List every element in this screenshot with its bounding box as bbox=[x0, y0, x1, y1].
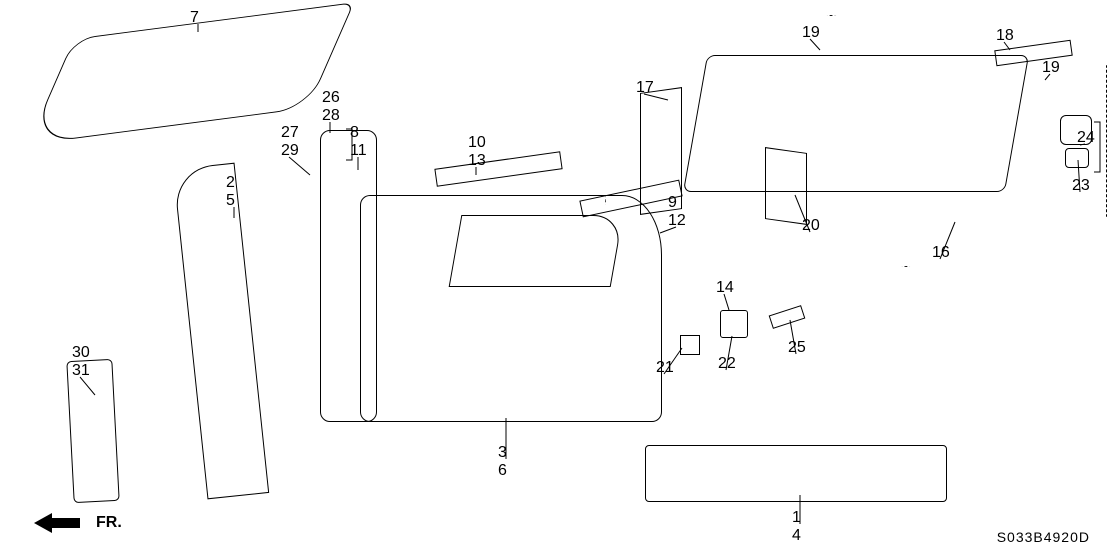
callout-18: 18 bbox=[996, 28, 1014, 45]
part-rear-extension-right bbox=[765, 147, 807, 225]
part-a-pillar-lower-stiffener bbox=[66, 359, 119, 503]
part-side-sill bbox=[645, 445, 947, 502]
callout-26: 26 bbox=[322, 90, 340, 107]
callout-22: 22 bbox=[718, 356, 736, 373]
callout-21: 21 bbox=[656, 360, 674, 377]
front-direction-indicator: FR. bbox=[34, 511, 122, 535]
part-roof-rail-rear bbox=[434, 151, 562, 186]
part-rear-panel bbox=[683, 55, 1029, 192]
part-a-pillar bbox=[173, 163, 269, 500]
callout-27: 27 bbox=[281, 125, 299, 142]
part-quarter-window-cutout bbox=[449, 215, 624, 287]
callout-16: 16 bbox=[932, 245, 950, 262]
part-side-marker-base bbox=[1065, 148, 1089, 168]
callout-14: 14 bbox=[716, 280, 734, 297]
callout-19: 19 bbox=[802, 25, 820, 42]
callout-4: 4 bbox=[792, 528, 801, 545]
callout-19b: 19 bbox=[1042, 60, 1060, 77]
part-fuel-lid bbox=[720, 310, 748, 338]
diagram-canvas: { "diagram_id": "S033B4920D", "front_ind… bbox=[0, 0, 1108, 553]
callout-28: 28 bbox=[322, 108, 340, 125]
callout-6: 6 bbox=[498, 463, 507, 480]
callout-10: 10 bbox=[468, 135, 486, 152]
part-clip bbox=[680, 335, 700, 355]
part-bolt bbox=[769, 305, 806, 329]
callout-3: 3 bbox=[498, 445, 507, 462]
callout-24: 24 bbox=[1077, 130, 1095, 147]
callout-29: 29 bbox=[281, 143, 299, 160]
callout-1: 1 bbox=[792, 510, 801, 527]
front-direction-label: FR. bbox=[96, 515, 122, 532]
callout-9: 9 bbox=[668, 195, 677, 212]
callout-17: 17 bbox=[636, 80, 654, 97]
callout-23: 23 bbox=[1072, 178, 1090, 195]
callout-25: 25 bbox=[788, 340, 806, 357]
callout-11: 11 bbox=[350, 143, 367, 160]
callout-31: 31 bbox=[72, 363, 90, 380]
callout-5: 5 bbox=[226, 193, 235, 210]
callout-2: 2 bbox=[226, 175, 235, 192]
callout-13: 13 bbox=[468, 153, 486, 170]
callout-30: 30 bbox=[72, 345, 90, 362]
callout-8: 8 bbox=[350, 125, 359, 142]
diagram-id: S033B4920D bbox=[997, 529, 1090, 545]
callout-7: 7 bbox=[190, 10, 199, 27]
callout-20: 20 bbox=[802, 218, 820, 235]
callout-12: 12 bbox=[668, 213, 686, 230]
